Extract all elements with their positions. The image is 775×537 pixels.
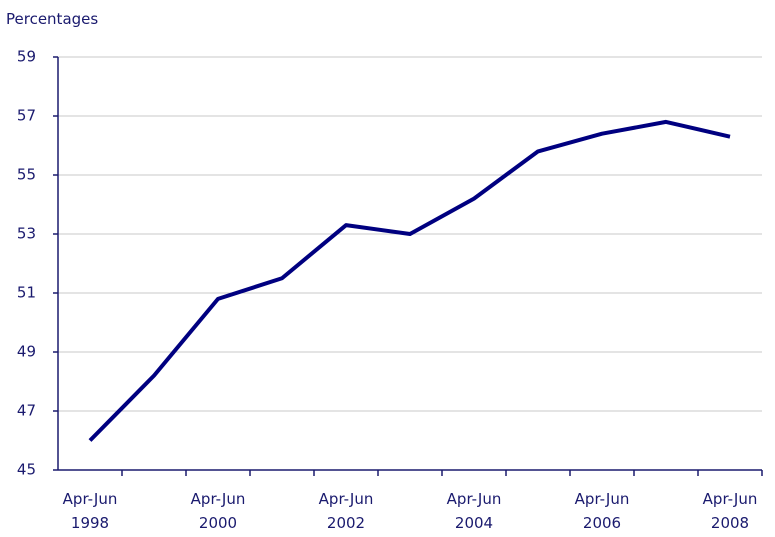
y-tick-label: 55 xyxy=(17,166,36,184)
y-tick-label: 51 xyxy=(17,284,36,302)
y-tick-label: 59 xyxy=(17,48,36,66)
y-tick-label: 49 xyxy=(17,343,36,361)
x-tick-label: Apr-Jun 2004 xyxy=(446,490,502,532)
y-axis-title: Percentages xyxy=(6,10,99,28)
x-tick-label: Apr-Jun 2006 xyxy=(574,490,630,532)
x-tick-label: Apr-Jun 2008 xyxy=(702,490,758,532)
x-tick-label: Apr-Jun 1998 xyxy=(62,490,118,532)
y-tick-label: 57 xyxy=(17,107,36,125)
x-tick-label: Apr-Jun 2002 xyxy=(318,490,374,532)
data-line xyxy=(88,119,731,442)
y-tick-label: 45 xyxy=(17,461,36,479)
x-tick-label: Apr-Jun 2000 xyxy=(190,490,246,532)
y-tick-label: 53 xyxy=(17,225,36,243)
y-tick-label: 47 xyxy=(17,402,36,420)
